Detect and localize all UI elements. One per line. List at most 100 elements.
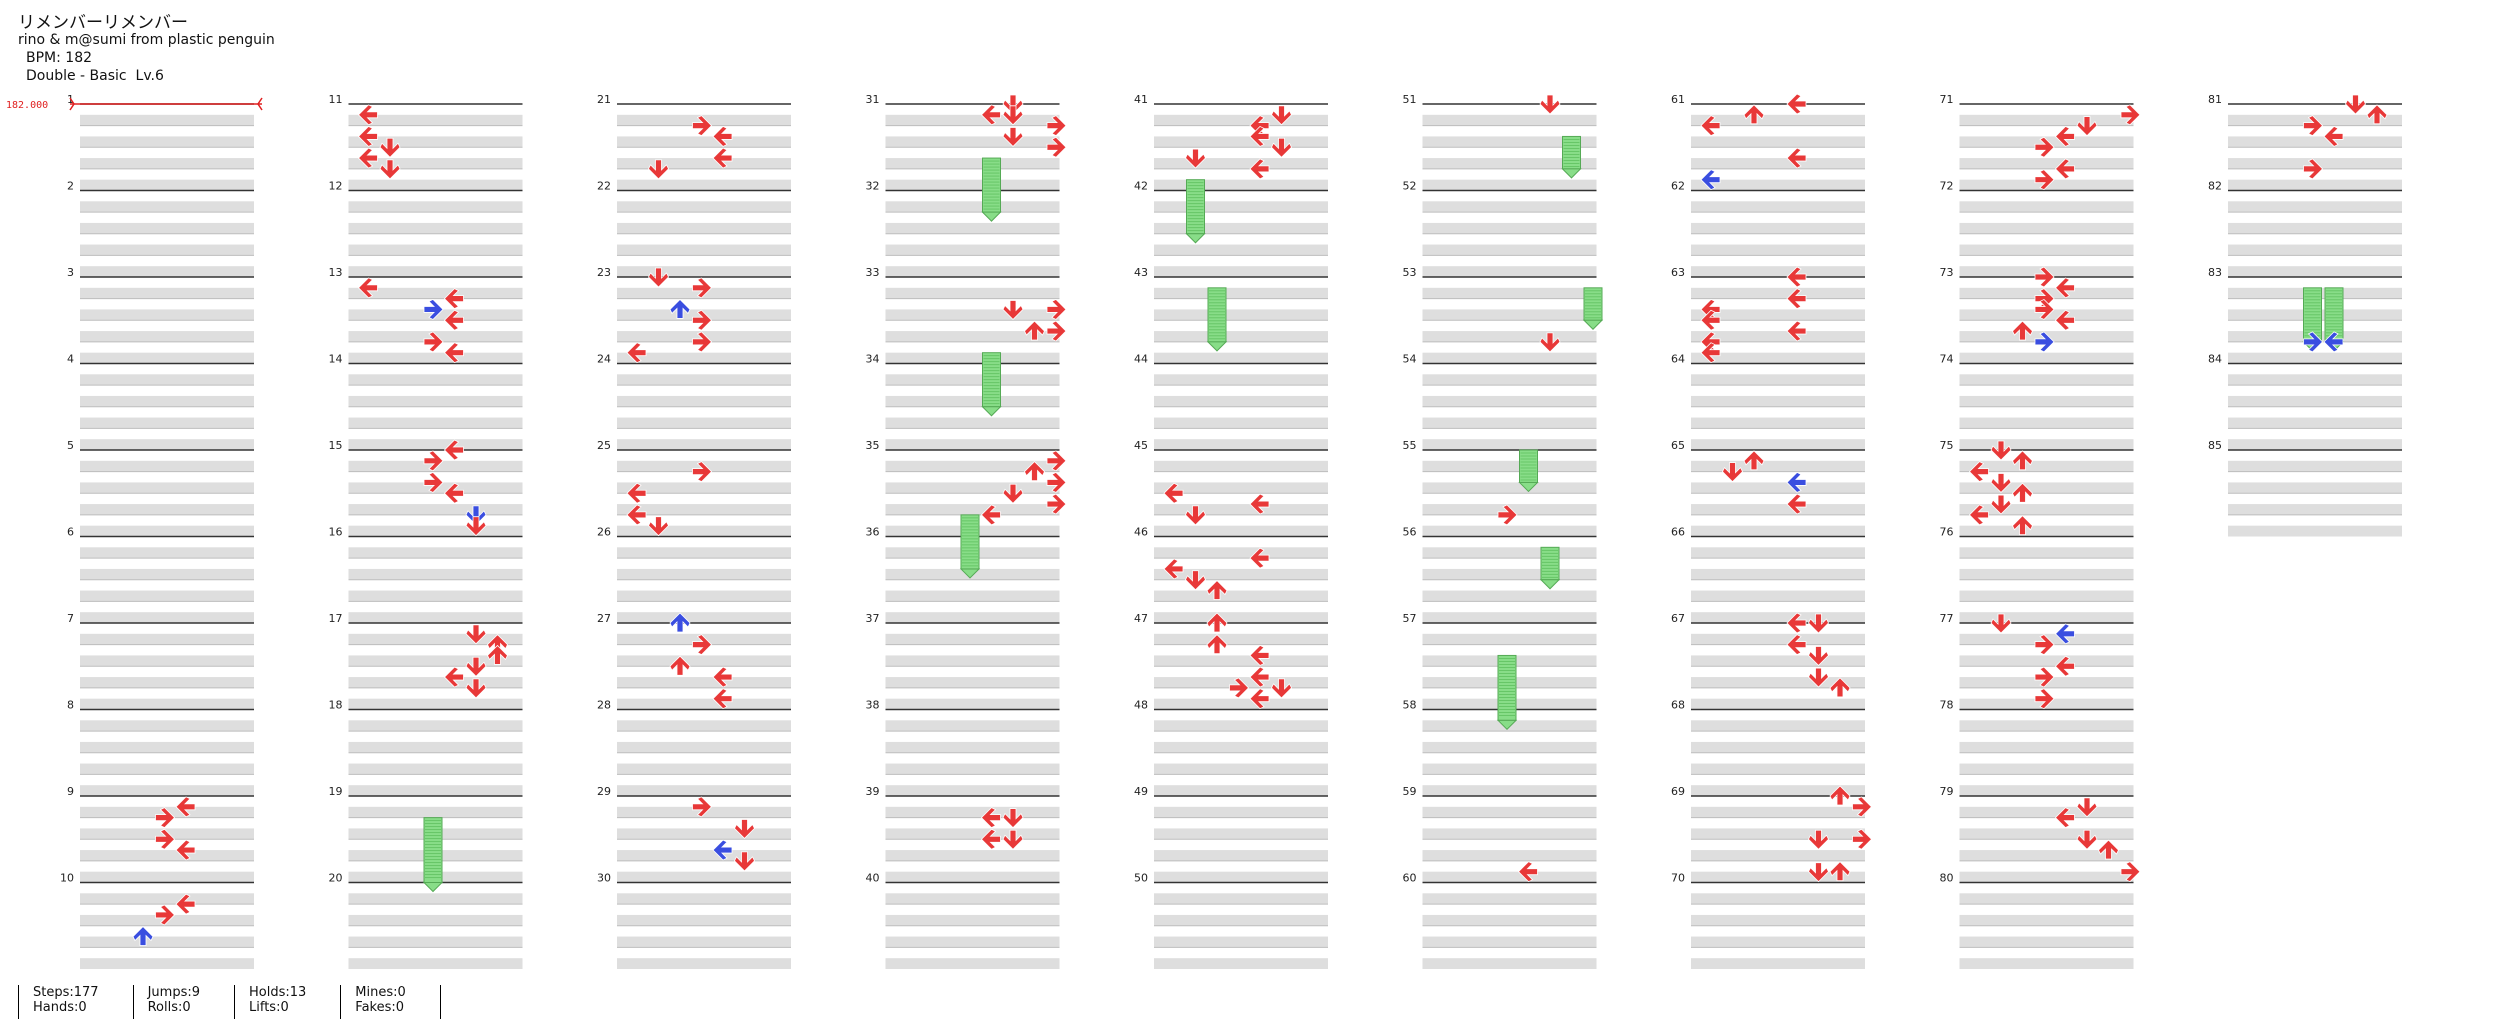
beat-stripe	[80, 893, 254, 905]
measure-number: 75	[1940, 439, 1954, 452]
beat-stripe	[1154, 612, 1328, 623]
beat-stripe	[348, 590, 523, 602]
beat-stripe	[1959, 482, 2134, 494]
arrow-down-icon	[1271, 105, 1292, 126]
beat-stripe	[617, 655, 791, 667]
measure-number: 56	[1403, 526, 1417, 539]
beat-stripe	[348, 504, 523, 515]
beat-stripe	[1959, 114, 2134, 126]
arrow-down-icon	[465, 656, 487, 677]
arrow-down-icon	[648, 159, 669, 180]
beat-stripe	[1422, 114, 1597, 126]
beat-stripe	[348, 201, 523, 213]
beat-stripe	[617, 958, 791, 969]
beat-stripe	[885, 633, 1060, 645]
beat-stripe	[617, 871, 791, 883]
arrow-left-icon	[1249, 688, 1270, 710]
beat-stripe	[1154, 136, 1328, 148]
beat-stripe	[617, 504, 791, 515]
beat-stripe	[885, 677, 1060, 688]
beat-stripe	[1691, 179, 1865, 191]
arrow-left-icon	[443, 288, 464, 310]
beat-stripe	[80, 525, 254, 537]
beat-stripe	[80, 871, 254, 883]
beat-stripe	[1154, 850, 1328, 861]
arrow-down-icon	[1808, 667, 1829, 688]
beat-stripe	[1691, 914, 1865, 926]
stat-jumps: Jumps:9	[147, 985, 200, 1000]
beat-stripe	[885, 806, 1060, 818]
arrow-right-icon	[1046, 320, 1067, 342]
arrow-left-icon	[175, 796, 196, 818]
arrow-left-icon	[1249, 493, 1270, 515]
arrow-down-icon	[1185, 505, 1206, 526]
measure-number: 66	[1671, 526, 1685, 539]
arrow-down-icon	[1990, 613, 2012, 634]
measure-number: 76	[1940, 526, 1954, 539]
measure-number: 24	[597, 353, 611, 366]
stat-holds-lifts: Holds:13 Lifts:0	[234, 985, 340, 1019]
beat-stripe	[885, 352, 1060, 364]
measure-number: 83	[2208, 266, 2222, 279]
beat-stripe	[348, 547, 523, 559]
arrow-right-icon	[2034, 331, 2055, 353]
arrow-left-icon	[712, 147, 733, 169]
arrow-left-icon	[443, 666, 464, 688]
stat-mines-fakes: Mines:0 Fakes:0	[340, 985, 440, 1019]
beat-stripe	[885, 114, 1060, 126]
beat-stripe	[1691, 439, 1865, 450]
beat-stripe	[2228, 482, 2402, 494]
measure-number: 2	[67, 180, 74, 193]
arrow-down-icon	[379, 137, 401, 158]
bpm-marker-end	[257, 97, 263, 111]
beat-stripe	[1691, 763, 1865, 775]
arrow-up-icon	[1743, 104, 1765, 125]
beat-stripe	[348, 525, 523, 537]
arrow-down-icon	[1002, 94, 1024, 115]
arrow-right-icon	[692, 115, 713, 137]
beat-stripe	[1422, 785, 1597, 796]
beat-stripe	[1422, 309, 1597, 321]
beat-stripe	[2228, 504, 2402, 515]
beat-stripe	[1154, 222, 1328, 234]
beat-stripe	[1422, 633, 1597, 645]
beat-stripe	[617, 612, 791, 623]
arrow-left-icon	[712, 688, 733, 710]
arrow-right-icon	[1046, 115, 1067, 137]
measure-number: 36	[866, 526, 880, 539]
arrow-down-icon	[1002, 829, 1024, 850]
beat-stripe	[1154, 417, 1328, 429]
beat-stripe	[348, 352, 523, 364]
beat-stripe	[348, 374, 523, 386]
arrow-left-icon	[980, 807, 1001, 829]
beat-stripe	[1691, 525, 1865, 537]
measure-number: 82	[2208, 180, 2222, 193]
beat-stripe	[1691, 612, 1865, 623]
measure-number: 58	[1403, 699, 1417, 712]
beat-stripe	[1959, 222, 2134, 234]
arrow-right-icon	[2034, 634, 2055, 656]
beat-stripe	[885, 763, 1060, 775]
step-chart: 1234567891011121314151617181920212223242…	[6, 93, 2402, 969]
measure-number: 61	[1671, 93, 1685, 106]
hold-note	[1206, 287, 1228, 352]
beat-stripe	[80, 439, 254, 450]
beat-stripe	[1154, 568, 1328, 580]
beat-stripe	[80, 482, 254, 494]
measure-number: 12	[329, 180, 343, 193]
hold-note	[422, 817, 444, 893]
beat-stripe	[885, 309, 1060, 321]
arrow-down-icon	[1002, 127, 1024, 148]
arrow-down-icon	[1539, 94, 1561, 115]
beat-stripe	[885, 871, 1060, 883]
measure-number: 8	[67, 699, 74, 712]
beat-stripe	[1154, 958, 1328, 969]
beat-stripe	[1691, 266, 1865, 277]
beat-stripe	[80, 590, 254, 602]
arrow-down-icon	[1808, 646, 1829, 667]
arrow-down-icon	[1271, 678, 1292, 699]
beat-stripe	[617, 525, 791, 537]
arrow-down-icon	[1539, 332, 1561, 353]
measure-number: 51	[1403, 93, 1417, 106]
measure-number: 48	[1134, 699, 1148, 712]
